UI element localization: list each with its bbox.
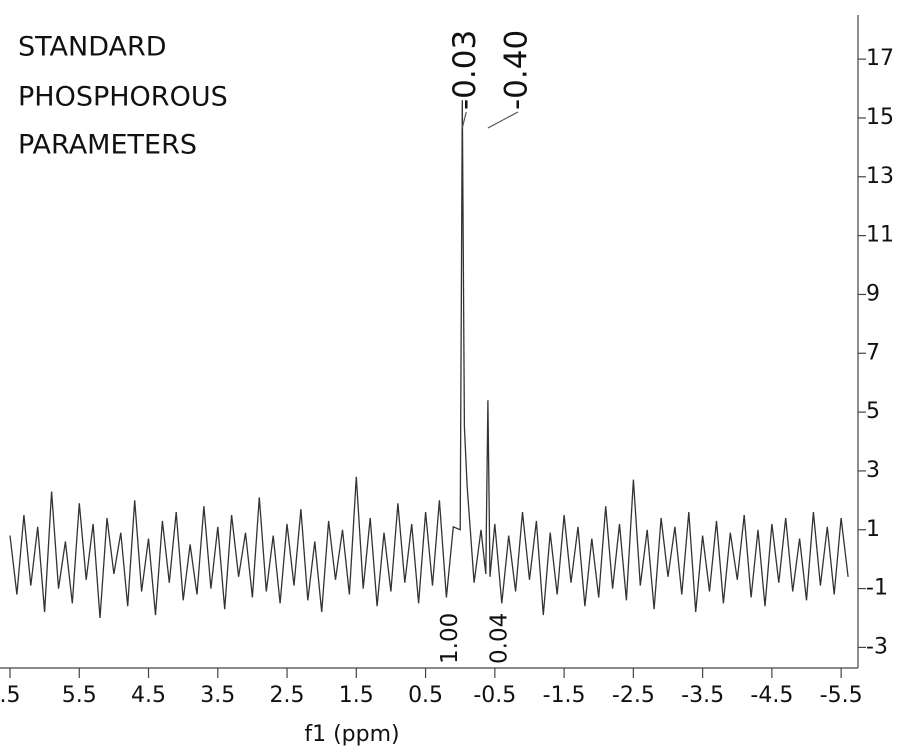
x-tick-label: 1.5 <box>339 683 374 708</box>
y-tick-label: 13 <box>866 164 894 189</box>
x-tick-label: -5.5 <box>820 683 863 708</box>
x-tick-label: -4.5 <box>750 683 793 708</box>
annotation: STANDARD <box>18 32 167 63</box>
y-tick-label: 3 <box>866 458 880 483</box>
x-axis-label: f1 (ppm) <box>304 722 399 747</box>
integral-label: 1.00 <box>437 613 463 664</box>
y-tick-label: -3 <box>866 634 888 659</box>
x-tick-label: 0.5 <box>408 683 443 708</box>
y-tick-label: 9 <box>866 281 880 306</box>
x-tick-label: -0.5 <box>473 683 516 708</box>
x-tick-label: 5.5 <box>62 683 97 708</box>
x-tick-label: -3.5 <box>681 683 724 708</box>
y-tick-label: 17 <box>866 46 894 71</box>
x-tick-label: .5 <box>0 683 21 708</box>
x-tick-label: -2.5 <box>612 683 655 708</box>
integral-label: 0.04 <box>486 613 512 664</box>
peak-label: -0.40 <box>498 30 534 110</box>
x-tick-label: 2.5 <box>270 683 305 708</box>
y-tick-label: -1 <box>866 576 888 601</box>
annotation: PHOSPHOROUS <box>18 82 228 113</box>
annotation: PARAMETERS <box>18 130 197 161</box>
x-tick-label: 4.5 <box>131 683 166 708</box>
y-tick-label: 11 <box>866 223 894 248</box>
y-tick-label: 5 <box>866 399 880 424</box>
peak-marker <box>487 111 519 129</box>
spectrum-line <box>9 100 849 619</box>
x-tick-label: 3.5 <box>200 683 235 708</box>
peak-label: -0.03 <box>447 30 483 110</box>
y-tick-label: 7 <box>866 340 880 365</box>
y-tick-label: 1 <box>866 517 880 542</box>
peak-marker <box>461 111 467 129</box>
y-tick-label: 15 <box>866 105 894 130</box>
x-tick-label: -1.5 <box>543 683 586 708</box>
